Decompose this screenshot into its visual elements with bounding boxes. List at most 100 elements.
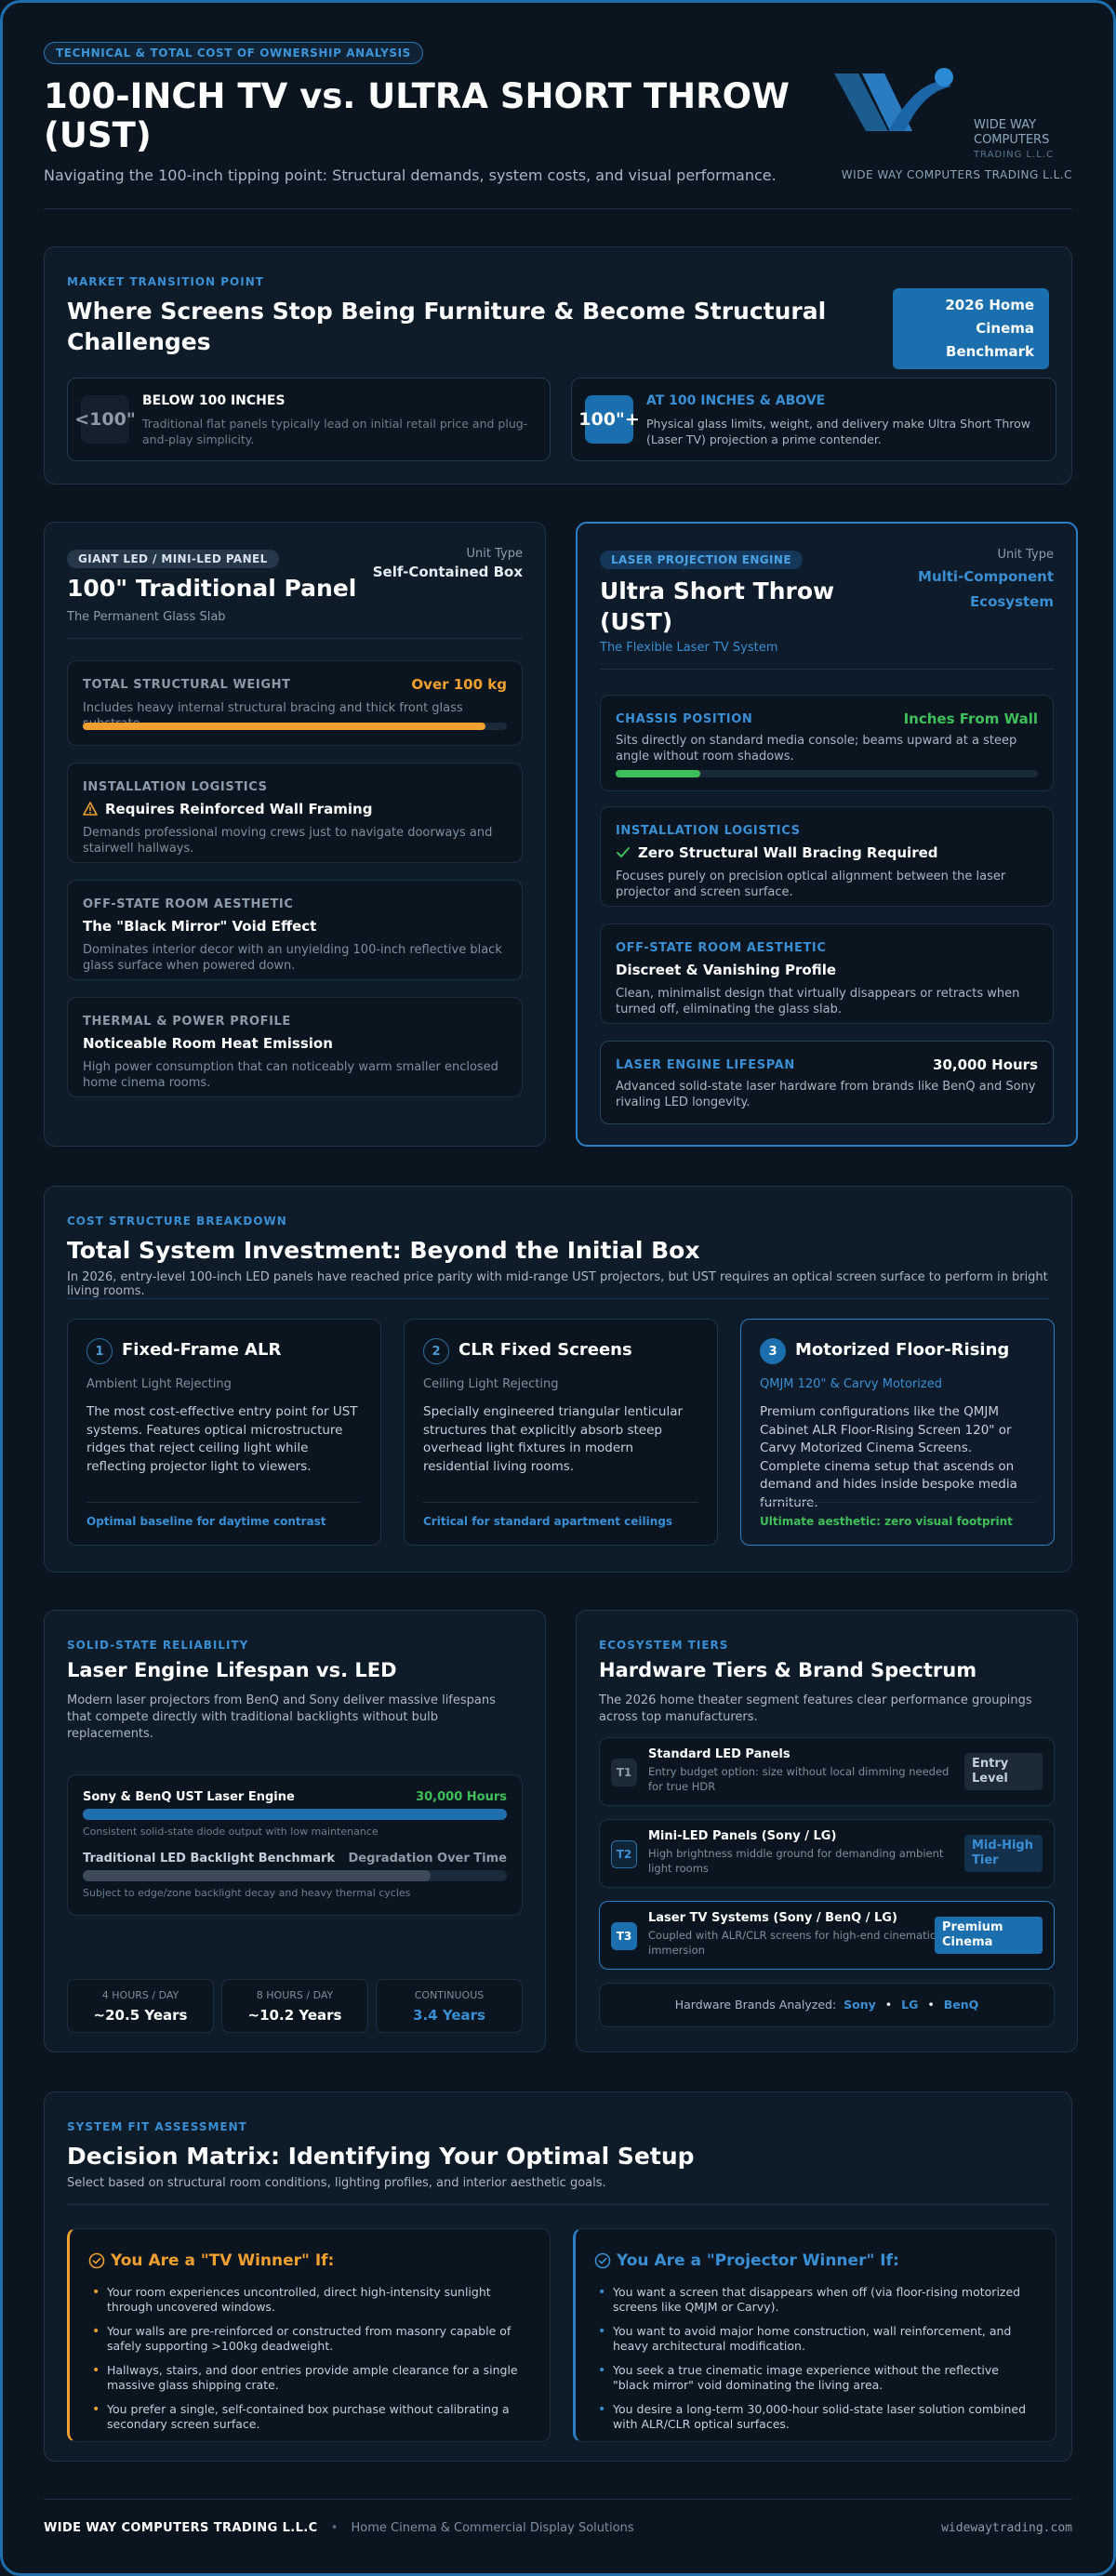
tier-clr-subtitle: Ceiling Light Rejecting — [423, 1377, 559, 1391]
years-4h-label: 4 HOURS / DAY — [101, 1989, 179, 2001]
header-pill: TECHNICAL & TOTAL COST OF OWNERSHIP ANAL… — [44, 42, 423, 64]
below-100-box: <100" BELOW 100 INCHES Traditional flat … — [67, 378, 551, 461]
tv-thermal-desc: High power consumption that can noticeab… — [83, 1060, 498, 1090]
ust-chassis-label: CHASSIS POSITION — [616, 712, 753, 726]
led-bar-fill — [83, 1870, 431, 1881]
tv-thermal-label: THERMAL & POWER PROFILE — [83, 1015, 291, 1029]
above-100-box: 100"+ AT 100 INCHES & ABOVE Physical gla… — [571, 378, 1056, 461]
tv-install-stat: INSTALLATION LOGISTICS Requires Reinforc… — [67, 763, 523, 863]
tv-install-head: Requires Reinforced Wall Framing — [105, 801, 373, 817]
laser-bar — [83, 1809, 507, 1820]
tv-winner-title: You Are a "TV Winner" If: — [111, 2251, 335, 2270]
tv-weight-stat: TOTAL STRUCTURAL WEIGHT Over 100 kg Incl… — [67, 660, 523, 746]
ust-lifespan-label: LASER ENGINE LIFESPAN — [616, 1058, 795, 1072]
ust-unit-value: Multi-Component Ecosystem — [918, 568, 1054, 610]
tv-weight-bar — [83, 723, 507, 730]
ust-install-head: Zero Structural Wall Bracing Required — [638, 844, 938, 861]
ust-title: Ultra Short Throw (UST) — [600, 578, 835, 635]
hw-tier-3-badge: Premium Cinema — [935, 1917, 1043, 1954]
laser-bar-fill — [83, 1809, 507, 1820]
brand-lg: LG — [901, 1998, 919, 2012]
warning-icon — [83, 802, 98, 816]
logo-mark-icon — [834, 68, 953, 131]
tier-motorized-divider — [760, 1502, 1035, 1503]
footer-divider — [44, 2499, 1072, 2500]
tv-winner-list: Your room experiences uncontrolled, dire… — [90, 2285, 531, 2441]
projector-winner-item: You want to avoid major home constructio… — [596, 2324, 1037, 2354]
logo-text: WIDE WAY COMPUTERS TRADING L.L.C — [974, 118, 1067, 163]
logo-line-1: WIDE WAY — [974, 118, 1037, 132]
hw-tier-2: T2 Mini-LED Panels (Sony / LG) High brig… — [599, 1819, 1055, 1888]
above-100-desc: Physical glass limits, weight, and deliv… — [646, 417, 1030, 446]
page-content: TECHNICAL & TOTAL COST OF OWNERSHIP ANAL… — [44, 3, 1078, 2573]
market-card: MARKET TRANSITION POINT Where Screens St… — [44, 246, 1072, 485]
market-eyebrow: MARKET TRANSITION POINT — [67, 275, 264, 288]
tv-weight-value: Over 100 kg — [411, 676, 507, 693]
lifespan-desc: Modern laser projectors from BenQ and So… — [67, 1693, 496, 1741]
footer-tagline: Home Cinema & Commercial Display Solutio… — [351, 2521, 634, 2535]
tier-clr-number: 2 — [423, 1338, 449, 1364]
lifespan-compare-box: Sony & BenQ UST Laser Engine 30,000 Hour… — [67, 1774, 523, 1916]
company-logo: WIDE WAY COMPUTERS TRADING L.L.C WIDE WA… — [830, 66, 1072, 181]
years-8h: 8 HOURS / DAY ~10.2 Years — [221, 1979, 368, 2033]
logo-line-2: COMPUTERS — [974, 133, 1050, 147]
footer-url[interactable]: widewaytrading.com — [941, 2521, 1072, 2535]
hw-tier-2-desc: High brightness middle ground for demand… — [648, 1847, 944, 1875]
years-8h-value: ~10.2 Years — [247, 2007, 342, 2024]
tier-alr-footer: Optimal baseline for daytime contrast — [86, 1515, 326, 1528]
tier-alr-divider — [86, 1502, 362, 1503]
tier-clr-title: CLR Fixed Screens — [458, 1340, 632, 1360]
lifespan-title: Laser Engine Lifespan vs. LED — [67, 1659, 397, 1681]
tier-alr-title: Fixed-Frame ALR — [122, 1340, 282, 1360]
decision-divider — [67, 2204, 1049, 2205]
brand-separator: • — [927, 1998, 935, 2012]
tv-aesthetic-stat: OFF-STATE ROOM AESTHETIC The "Black Mirr… — [67, 880, 523, 980]
ust-chassis-bar — [616, 770, 1038, 777]
hw-tier-2-badge: Mid-High Tier — [964, 1835, 1043, 1872]
lifespan-eyebrow: SOLID-STATE RELIABILITY — [67, 1639, 249, 1652]
tv-tag: GIANT LED / MINI-LED PANEL — [67, 550, 279, 568]
footer-company: WIDE WAY COMPUTERS TRADING L.L.C — [44, 2521, 318, 2535]
brand-separator: • — [884, 1998, 893, 2012]
check-circle-icon — [594, 2252, 611, 2269]
ust-lifespan-desc: Advanced solid-state laser hardware from… — [616, 1080, 1036, 1109]
tv-unit-label: Unit Type — [466, 547, 523, 561]
years-8h-label: 8 HOURS / DAY — [256, 1989, 334, 2001]
ust-aesthetic-label: OFF-STATE ROOM AESTHETIC — [616, 941, 827, 955]
brand-benq: BenQ — [943, 1998, 979, 2012]
benchmark-badge-line-2: Benchmark — [946, 343, 1034, 360]
tv-title: 100" Traditional Panel — [67, 575, 357, 602]
tv-winner-item: Your walls are pre-reinforced or constru… — [90, 2324, 531, 2354]
market-title: Where Screens Stop Being Furniture & Bec… — [67, 298, 827, 355]
tv-weight-label: TOTAL STRUCTURAL WEIGHT — [83, 678, 291, 692]
tier-clr: 2 CLR Fixed Screens Ceiling Light Reject… — [404, 1319, 718, 1546]
cost-card: COST STRUCTURE BREAKDOWN Total System In… — [44, 1186, 1072, 1573]
projector-winner-item: You seek a true cinematic image experien… — [596, 2363, 1037, 2393]
led-bar — [83, 1870, 507, 1881]
ust-aesthetic-stat: OFF-STATE ROOM AESTHETIC Discreet & Vani… — [600, 923, 1054, 1024]
hw-tier-2-icon: T2 — [611, 1840, 637, 1868]
ust-lifespan-stat: LASER ENGINE LIFESPAN 30,000 Hours Advan… — [600, 1041, 1054, 1124]
tv-winner-item: Hallways, stairs, and door entries provi… — [90, 2363, 531, 2393]
led-label: Traditional LED Backlight Benchmark — [83, 1852, 336, 1866]
brands-bar: Hardware Brands Analyzed: Sony • LG • Be… — [599, 1983, 1055, 2027]
tv-unit-value: Self-Contained Box — [372, 564, 523, 580]
tv-subtitle: The Permanent Glass Slab — [67, 610, 226, 624]
tier-motorized-number: 3 — [760, 1338, 786, 1364]
header-divider — [44, 208, 1072, 209]
projector-winner-item: You want a screen that disappears when o… — [596, 2285, 1037, 2315]
tv-aesthetic-desc: Dominates interior decor with an unyield… — [83, 943, 502, 973]
tv-winner-box: You Are a "TV Winner" If: Your room expe… — [67, 2228, 551, 2442]
below-100-desc: Traditional flat panels typically lead o… — [142, 417, 528, 446]
tier-clr-body: Specially engineered triangular lenticul… — [423, 1404, 684, 1474]
hw-tier-2-name: Mini-LED Panels (Sony / LG) — [648, 1829, 837, 1843]
hw-tier-1-icon: T1 — [611, 1759, 637, 1786]
above-100-icon: 100"+ — [578, 395, 640, 444]
company-name: WIDE WAY COMPUTERS TRADING L.L.C — [841, 168, 1072, 181]
tv-winner-item: You prefer a single, self-contained box … — [90, 2402, 531, 2432]
tv-install-label: INSTALLATION LOGISTICS — [83, 780, 268, 794]
below-100-title: BELOW 100 INCHES — [142, 393, 286, 408]
header: TECHNICAL & TOTAL COST OF OWNERSHIP ANAL… — [44, 42, 1072, 209]
tier-clr-divider — [423, 1502, 698, 1503]
